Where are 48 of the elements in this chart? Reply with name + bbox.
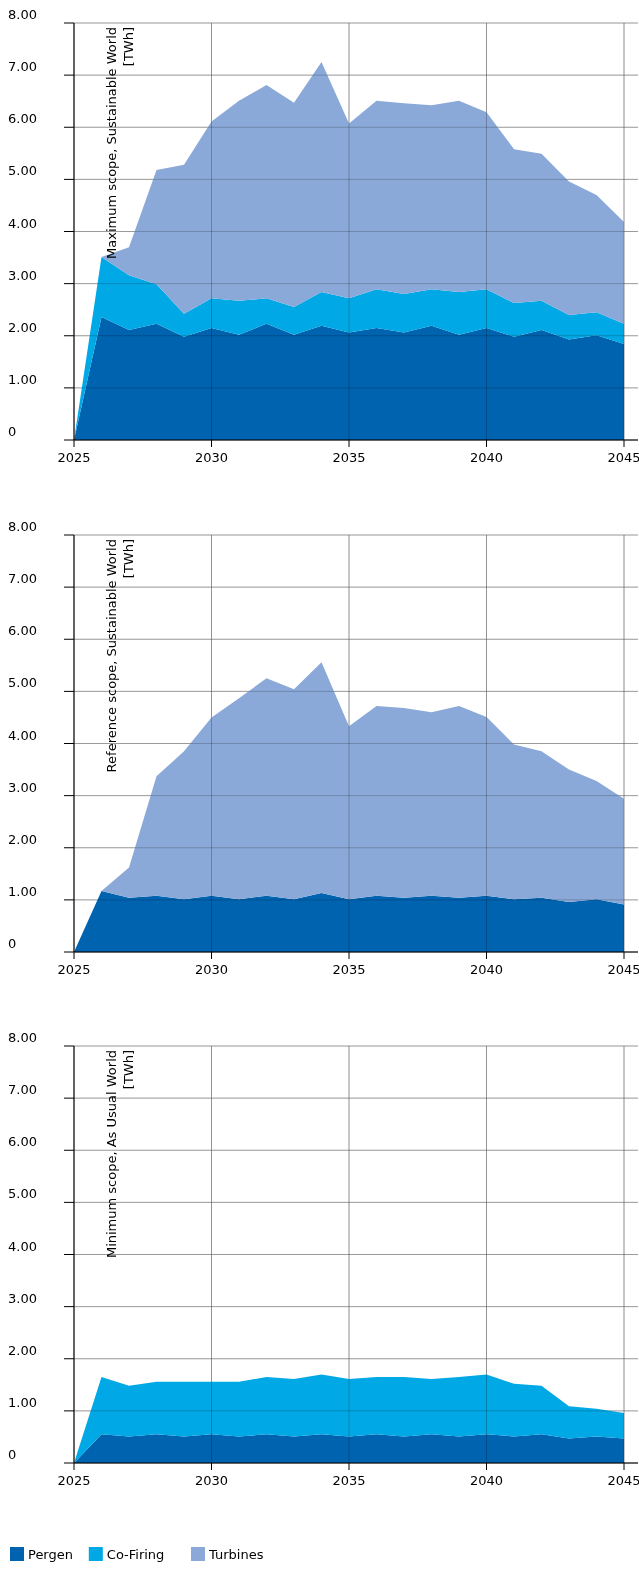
x-tick-label: 2030 xyxy=(194,962,229,977)
y-tick-label: 2.00 xyxy=(8,319,37,335)
y-tick-label: 0 xyxy=(8,936,17,951)
x-tick-label: 2040 xyxy=(469,1473,504,1488)
x-tick-label: 2025 xyxy=(57,450,91,465)
y-tick-label: 4.00 xyxy=(8,215,37,231)
y-tick-label: 4.00 xyxy=(8,727,37,743)
y-tick-label: 2.00 xyxy=(8,831,37,847)
y-tick-label: 5.00 xyxy=(8,1186,37,1202)
x-tick-label: 2045 xyxy=(607,450,639,465)
x-tick-label: 2030 xyxy=(194,1473,229,1488)
y-axis-title: Minimum scope, As Usual World [TWh] xyxy=(104,1050,136,1259)
y-tick-label: 8.00 xyxy=(8,519,37,534)
y-tick-label: 1.00 xyxy=(8,883,37,899)
y-tick-label: 6.00 xyxy=(8,623,37,639)
y-tick-label: 6.00 xyxy=(8,111,37,127)
y-tick-label: 0 xyxy=(8,424,17,439)
x-tick-label: 2035 xyxy=(332,450,366,465)
y-tick-label: 8.00 xyxy=(8,7,37,22)
legend-label: Turbines xyxy=(208,1547,264,1562)
x-tick-label: 2025 xyxy=(57,962,91,977)
y-tick-label: 7.00 xyxy=(8,1082,37,1098)
y-tick-label: 1.00 xyxy=(8,1394,37,1410)
x-tick-label: 2040 xyxy=(469,962,504,977)
y-tick-label: 1.00 xyxy=(8,371,37,387)
y-axis-title: Reference scope, Sustainable World [TWh] xyxy=(104,539,136,773)
y-tick-label: 5.00 xyxy=(8,163,37,179)
x-tick-label: 2035 xyxy=(332,1473,366,1488)
y-tick-label: 3.00 xyxy=(8,267,37,283)
y-axis-title: Maximum scope, Sustainable World [TWh] xyxy=(104,27,136,259)
y-tick-label: 8.00 xyxy=(8,1030,37,1045)
x-tick-label: 2035 xyxy=(332,962,366,977)
legend-label: Co-Firing xyxy=(106,1547,165,1562)
legend-label: Pergen xyxy=(28,1547,73,1562)
y-tick-label: 6.00 xyxy=(8,1134,37,1150)
x-tick-label: 2030 xyxy=(194,450,229,465)
x-tick-label: 2025 xyxy=(57,1473,91,1488)
y-tick-label: 0 xyxy=(8,1447,17,1462)
y-tick-label: 5.00 xyxy=(8,675,37,691)
x-tick-label: 2045 xyxy=(607,1473,639,1488)
x-tick-label: 2040 xyxy=(469,450,504,465)
y-tick-label: 7.00 xyxy=(8,571,37,587)
y-tick-label: 7.00 xyxy=(8,59,37,75)
y-tick-label: 4.00 xyxy=(8,1238,37,1254)
y-tick-label: 2.00 xyxy=(8,1342,37,1358)
y-tick-label: 3.00 xyxy=(8,1290,37,1306)
y-tick-label: 3.00 xyxy=(8,779,37,795)
x-tick-label: 2045 xyxy=(607,962,639,977)
